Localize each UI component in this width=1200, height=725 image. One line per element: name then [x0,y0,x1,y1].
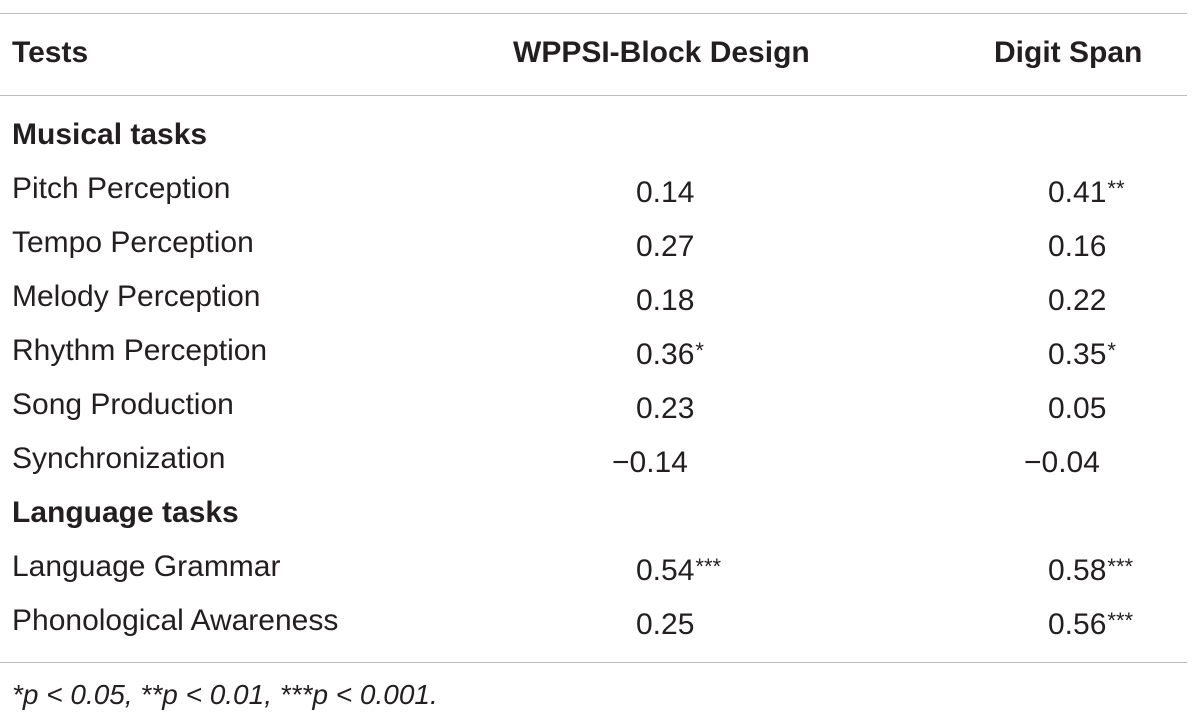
digit-value: 0.16 [1048,230,1107,263]
table-top-rule [0,13,1187,14]
table-row: Tempo Perception 0.27 0.16 [0,216,1187,270]
table-row: Song Production 0.23 0.05 [0,378,1187,432]
test-name: Tempo Perception [12,226,254,259]
significance-marker: *** [1107,608,1134,633]
significance-marker: * [1107,338,1116,363]
table-row: Synchronization −0.14 −0.04 [0,432,1187,486]
digit-value: 0.35* [1048,338,1116,371]
significance-marker: * [695,338,704,363]
section-title: Language tasks [12,496,239,529]
test-name: Song Production [12,388,234,421]
significance-marker: *** [1107,554,1134,579]
test-name: Phonological Awareness [12,604,339,637]
wppsi-value: 0.27 [636,230,695,263]
table-row: Pitch Perception 0.14 0.41** [0,162,1187,216]
section-language-tasks: Language tasks [0,486,1187,540]
digit-value: 0.56*** [1048,608,1134,641]
header-digit-span: Digit Span [994,36,1143,69]
table-row: Phonological Awareness 0.25 0.56*** [0,594,1187,648]
table-bottom-rule [0,662,1187,663]
wppsi-value: −0.14 [612,446,688,479]
table-footnote: *p < 0.05, **p < 0.01, ***p < 0.001. [12,679,438,710]
digit-value: 0.41** [1048,176,1125,209]
section-musical-tasks: Musical tasks [0,108,1187,162]
header-tests: Tests [12,36,89,69]
digit-value: 0.22 [1048,284,1107,317]
wppsi-value: 0.23 [636,392,695,425]
wppsi-value: 0.14 [636,176,695,209]
table-row: Melody Perception 0.18 0.22 [0,270,1187,324]
table-header-rule [0,95,1187,96]
table-row: Rhythm Perception 0.36* 0.35* [0,324,1187,378]
test-name: Pitch Perception [12,172,231,205]
wppsi-value: 0.36* [636,338,704,371]
test-name: Melody Perception [12,280,261,313]
header-wppsi-block-design: WPPSI-Block Design [513,36,810,69]
table-header-row: Tests WPPSI-Block Design Digit Span [0,26,1187,80]
digit-value: 0.05 [1048,392,1107,425]
significance-marker: ** [1107,176,1125,201]
test-name: Rhythm Perception [12,334,268,367]
digit-value: 0.58*** [1048,554,1134,587]
section-title: Musical tasks [12,118,208,151]
significance-marker: *** [695,554,722,579]
wppsi-value: 0.25 [636,608,695,641]
digit-value: −0.04 [1024,446,1100,479]
table-row: Language Grammar 0.54*** 0.58*** [0,540,1187,594]
test-name: Language Grammar [12,550,281,583]
wppsi-value: 0.18 [636,284,695,317]
test-name: Synchronization [12,442,226,475]
wppsi-value: 0.54*** [636,554,722,587]
